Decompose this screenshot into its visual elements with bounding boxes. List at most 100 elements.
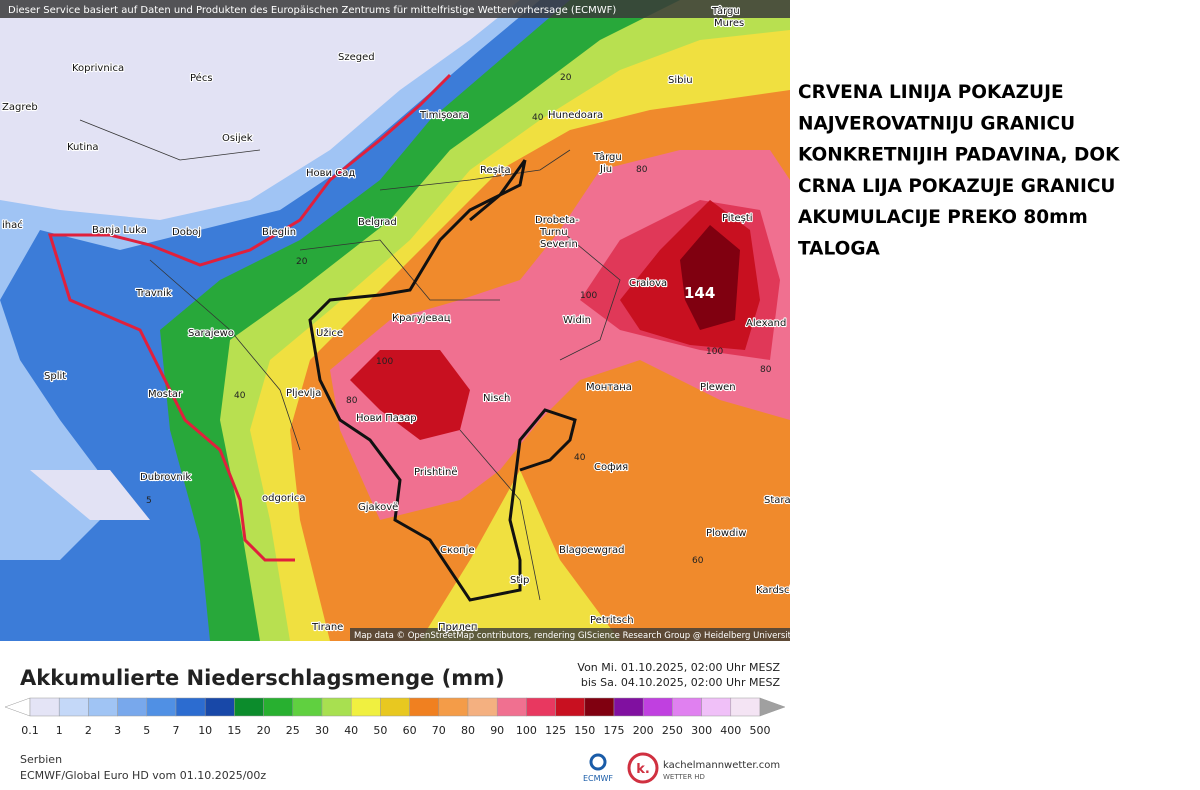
colorbar-tick-label: 80 xyxy=(461,724,475,737)
place-label: ihać xyxy=(2,219,23,231)
place-label: Split xyxy=(44,371,66,382)
place-label: Sibiu xyxy=(668,75,693,86)
place-label: Скопје xyxy=(440,544,475,556)
place-label: Sarajewo xyxy=(188,328,234,339)
place-label: Petritsch xyxy=(590,615,634,626)
colorbar-tick-label: 20 xyxy=(257,724,271,737)
legend-title: Akkumulierte Niederschlagsmenge (mm) xyxy=(20,666,505,690)
place-label: Kardsch xyxy=(756,585,796,596)
place-label: Osijek xyxy=(222,133,253,144)
place-label: Târgu xyxy=(711,5,740,17)
colorbar-tick-label: 50 xyxy=(373,724,387,737)
place-label: Szeged xyxy=(338,52,375,63)
place-label: Hunedoara xyxy=(548,110,603,121)
colorbar-cell xyxy=(584,697,615,717)
place-label: Pécs xyxy=(190,72,213,84)
period-to: bis Sa. 04.10.2025, 02:00 Uhr MESZ xyxy=(581,676,781,689)
colorbar-tick-label: 7 xyxy=(173,724,180,737)
place-label: Jiu xyxy=(599,164,612,175)
rain-zone xyxy=(680,225,740,330)
colorbar-cell xyxy=(467,697,498,717)
colorbar-tick-label: 250 xyxy=(662,724,683,737)
colorbar-cell xyxy=(292,697,323,717)
model-run: ECMWF/Global Euro HD vom 01.10.2025/00z xyxy=(20,769,266,782)
place-label: Крагујевац xyxy=(392,312,451,324)
colorbar-tick-label: 60 xyxy=(403,724,417,737)
colorbar-cell xyxy=(58,697,89,717)
place-label: Plewen xyxy=(700,382,736,393)
ecmwf-logo xyxy=(589,753,607,771)
place-label: Монтана xyxy=(586,382,632,393)
rain-zone xyxy=(350,350,470,440)
place-label: Turnu xyxy=(539,227,568,238)
colorbar-tick-label: 25 xyxy=(286,724,300,737)
colorbar-tick-label: 0.1 xyxy=(21,724,39,737)
isoline-label: 80 xyxy=(346,396,358,406)
isoline-label: 80 xyxy=(636,165,648,175)
place-label: Timișoara xyxy=(419,110,469,121)
precipitation-map: Dieser Service basiert auf Daten und Pro… xyxy=(0,0,796,641)
place-label: София xyxy=(594,462,628,473)
colorbar-cell xyxy=(175,697,206,717)
site-logo-mark: k. xyxy=(636,762,650,777)
colorbar-cell xyxy=(146,697,177,717)
colorbar-tick-label: 3 xyxy=(114,724,121,737)
colorbar-cell xyxy=(672,697,702,717)
isoline-label: 100 xyxy=(580,291,597,301)
colorbar-tick-label: 100 xyxy=(516,724,537,737)
site-sub: WETTER HD xyxy=(663,773,705,781)
place-label: Târgu xyxy=(593,151,622,163)
place-label: Drobeta- xyxy=(535,215,579,226)
red-line xyxy=(47,73,452,562)
isoline-label: 40 xyxy=(574,453,586,463)
annotation: CRVENA LINIJA POKAZUJE NAJVEROVATNIJU GRA… xyxy=(798,82,1120,260)
annotation-line: KONKRETNIJIH PADAVINA, DOK xyxy=(798,145,1120,166)
colorbar-end xyxy=(4,697,31,717)
black-line xyxy=(308,159,577,602)
sea xyxy=(30,470,150,520)
isoline-label: 5 xyxy=(146,496,152,506)
colorbar-tick-label: 400 xyxy=(720,724,741,737)
colorbar-tick-label: 90 xyxy=(490,724,504,737)
place-label: Kutina xyxy=(67,142,99,153)
place-label: Užice xyxy=(316,327,343,339)
colorbar-cell xyxy=(380,697,410,717)
annotation-line: CRVENA LINIJA POKAZUJE xyxy=(798,82,1064,103)
colorbar-tick-label: 200 xyxy=(633,724,654,737)
place-label: Plowdiw xyxy=(706,528,746,539)
isoline-label: 100 xyxy=(706,347,723,357)
attribution: Map data © OpenStreetMap contributors, r… xyxy=(354,631,796,641)
place-label: Stara xyxy=(764,495,791,506)
colorbar-cell xyxy=(496,697,527,717)
banner-bg xyxy=(0,0,790,18)
site-name: kachelmannwetter.com xyxy=(663,760,780,771)
place-label: Нови Пазар xyxy=(356,413,417,424)
isoline-label: 80 xyxy=(760,365,772,375)
site-logo xyxy=(627,752,659,784)
place-label: Severin xyxy=(540,239,578,250)
place-label: Zagreb xyxy=(2,102,38,113)
isoline-label: 60 xyxy=(692,556,704,566)
isoline-label: 20 xyxy=(296,257,308,267)
colorbar-tick-label: 30 xyxy=(315,724,329,737)
colorbar-tick-label: 5 xyxy=(143,724,150,737)
colorbar-cell xyxy=(730,697,761,717)
place-label: Stip xyxy=(510,575,529,586)
place-label: Pljevlja xyxy=(286,388,321,399)
colorbar-end xyxy=(759,697,786,717)
colorbar-tick-label: 15 xyxy=(227,724,241,737)
attribution-bg xyxy=(350,628,790,641)
place-label: Doboj xyxy=(172,227,201,238)
place-label: Dubrovnik xyxy=(140,472,191,483)
colorbar-cell xyxy=(321,697,352,717)
colorbar-cell xyxy=(204,697,235,717)
place-label: Нови Сад xyxy=(306,168,355,179)
banner: Dieser Service basiert auf Daten und Pro… xyxy=(8,5,616,16)
place-label: Tirane xyxy=(311,622,343,633)
annotation-line: CRNA LIJA POKAZUJE GRANICU xyxy=(798,176,1115,197)
colorbar-cell xyxy=(350,697,381,717)
place-label: Прилеп xyxy=(438,622,477,633)
isoline-label: 100 xyxy=(376,357,393,367)
colorbar-tick-label: 40 xyxy=(344,724,358,737)
